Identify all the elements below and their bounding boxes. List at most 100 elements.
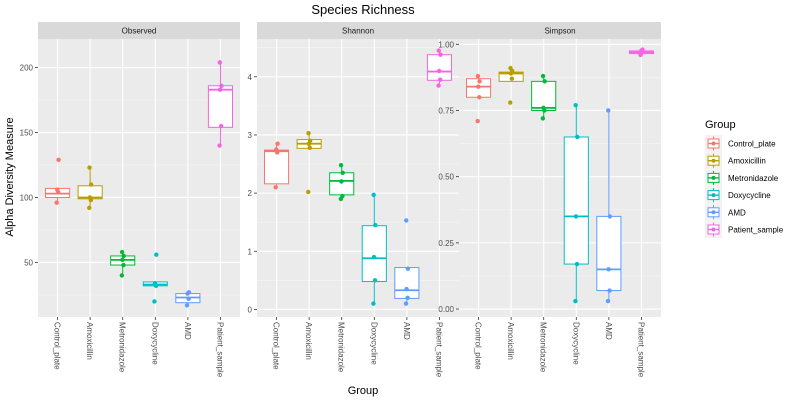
data-point: [436, 48, 442, 53]
data-point: [605, 298, 611, 304]
legend: Control_plate Amoxicillin Metronidazole Dox…: [705, 135, 784, 238]
legend-key-point: [711, 141, 716, 146]
data-point: [606, 267, 611, 272]
data-point: [119, 273, 125, 278]
data-point: [477, 95, 482, 100]
data-point: [88, 182, 94, 187]
data-point: [275, 141, 280, 146]
data-point: [541, 105, 546, 111]
panel-simpson: Simpson 0.00 0.25 0.50 0.75 1.00 Control_plate…: [438, 22, 661, 378]
box-body: [563, 136, 589, 265]
y-tick-label: 0.50: [438, 173, 454, 182]
x-tick-label-amoxicillin: Amoxicillin: [85, 322, 94, 360]
data-point: [307, 145, 313, 150]
data-point: [405, 266, 411, 271]
y-tick-label: 0: [248, 305, 253, 314]
panel-background-observed: [38, 39, 240, 317]
data-point: [219, 83, 224, 88]
legend-key-point: [711, 175, 716, 180]
y-tick-label: 0.75: [438, 106, 454, 115]
x-tick-label-amoxicillin: Amoxicillin: [506, 322, 515, 360]
box-body: [596, 215, 622, 292]
y-tick-label: 1: [248, 247, 253, 256]
box-control-plate: [263, 143, 290, 188]
data-point: [307, 138, 313, 143]
data-point: [218, 123, 224, 129]
y-tick-label: 50: [24, 258, 33, 267]
data-point: [273, 185, 278, 190]
data-point: [306, 189, 311, 195]
legend-label: Control_plate: [728, 140, 776, 149]
legend-label: Metronidazole: [728, 174, 779, 183]
strip-observed: [38, 22, 240, 39]
data-point: [186, 296, 191, 302]
data-point: [120, 257, 125, 263]
y-axis-title: Alpha Diversity Measure: [4, 117, 16, 236]
data-point: [475, 118, 480, 124]
data-point: [217, 143, 222, 148]
legend-key-point: [711, 158, 716, 163]
data-point: [575, 134, 580, 140]
x-tick-label-doxycycline: Doxycycline: [369, 322, 378, 365]
data-point: [55, 187, 60, 192]
data-point: [573, 298, 578, 304]
y-tick-label: 100: [20, 193, 34, 202]
data-point: [509, 76, 515, 81]
x-tick-label-metronidazole: Metronidazole: [118, 322, 127, 373]
data-point: [477, 79, 482, 84]
data-point: [121, 253, 126, 259]
data-point: [152, 299, 157, 304]
x-tick-label-patient-sample: Patient_sample: [434, 322, 443, 378]
box-doxycycline: [361, 194, 387, 304]
data-point: [340, 170, 345, 175]
data-point: [403, 301, 409, 306]
y-tick-label: 150: [20, 129, 34, 138]
panels: Observed 50 100 150 200 Control_plate Amoxicil…: [20, 22, 661, 378]
data-point: [542, 79, 547, 84]
data-point: [573, 214, 579, 219]
y-tick-label: 200: [20, 64, 34, 73]
legend-item-amd: AMD: [705, 203, 746, 221]
legend-label: Amoxicillin: [728, 157, 766, 166]
data-point: [338, 163, 344, 168]
x-tick-label-control-plate: Control_plate: [272, 322, 281, 370]
legend-item-doxycycline: Doxycycline: [705, 186, 771, 204]
data-point: [607, 288, 612, 293]
data-point: [339, 179, 344, 184]
data-point: [606, 108, 611, 113]
data-point: [87, 205, 92, 211]
strip-label-simpson: Simpson: [544, 27, 575, 36]
data-point: [404, 286, 409, 292]
y-tick-label: 4: [248, 73, 253, 82]
data-point: [373, 222, 378, 228]
x-tick-label-metronidazole: Metronidazole: [337, 322, 346, 373]
data-point: [121, 262, 126, 268]
panel-background-simpson: [459, 39, 661, 317]
x-tick-label-amd: AMD: [183, 322, 192, 340]
data-point: [436, 83, 441, 88]
panel-background-shannon: [257, 39, 459, 317]
y-tick-label: 2: [248, 189, 253, 198]
x-tick-label-doxycycline: Doxycycline: [150, 322, 159, 365]
data-point: [574, 261, 580, 267]
x-axis-title: Group: [348, 385, 379, 397]
box-body: [426, 54, 453, 81]
data-point: [436, 68, 442, 74]
x-tick-label-amd: AMD: [402, 322, 411, 340]
data-point: [154, 252, 159, 257]
panel-observed: Observed 50 100 150 200 Control_plate Amoxicil…: [20, 22, 240, 378]
data-point: [371, 254, 377, 260]
data-point: [274, 147, 279, 152]
data-point: [217, 87, 223, 92]
legend-label: Patient_sample: [728, 226, 784, 235]
box-body: [394, 267, 420, 299]
data-point: [540, 116, 546, 121]
x-tick-label-patient-sample: Patient_sample: [215, 322, 224, 378]
y-tick-label: 3: [248, 131, 253, 140]
y-tick-label: 0.25: [438, 239, 454, 248]
chart-title: Species Richness: [311, 2, 415, 17]
box-body: [263, 149, 290, 185]
legend-item-control-plate: Control_plate: [705, 135, 776, 152]
legend-title: Group: [705, 119, 736, 131]
